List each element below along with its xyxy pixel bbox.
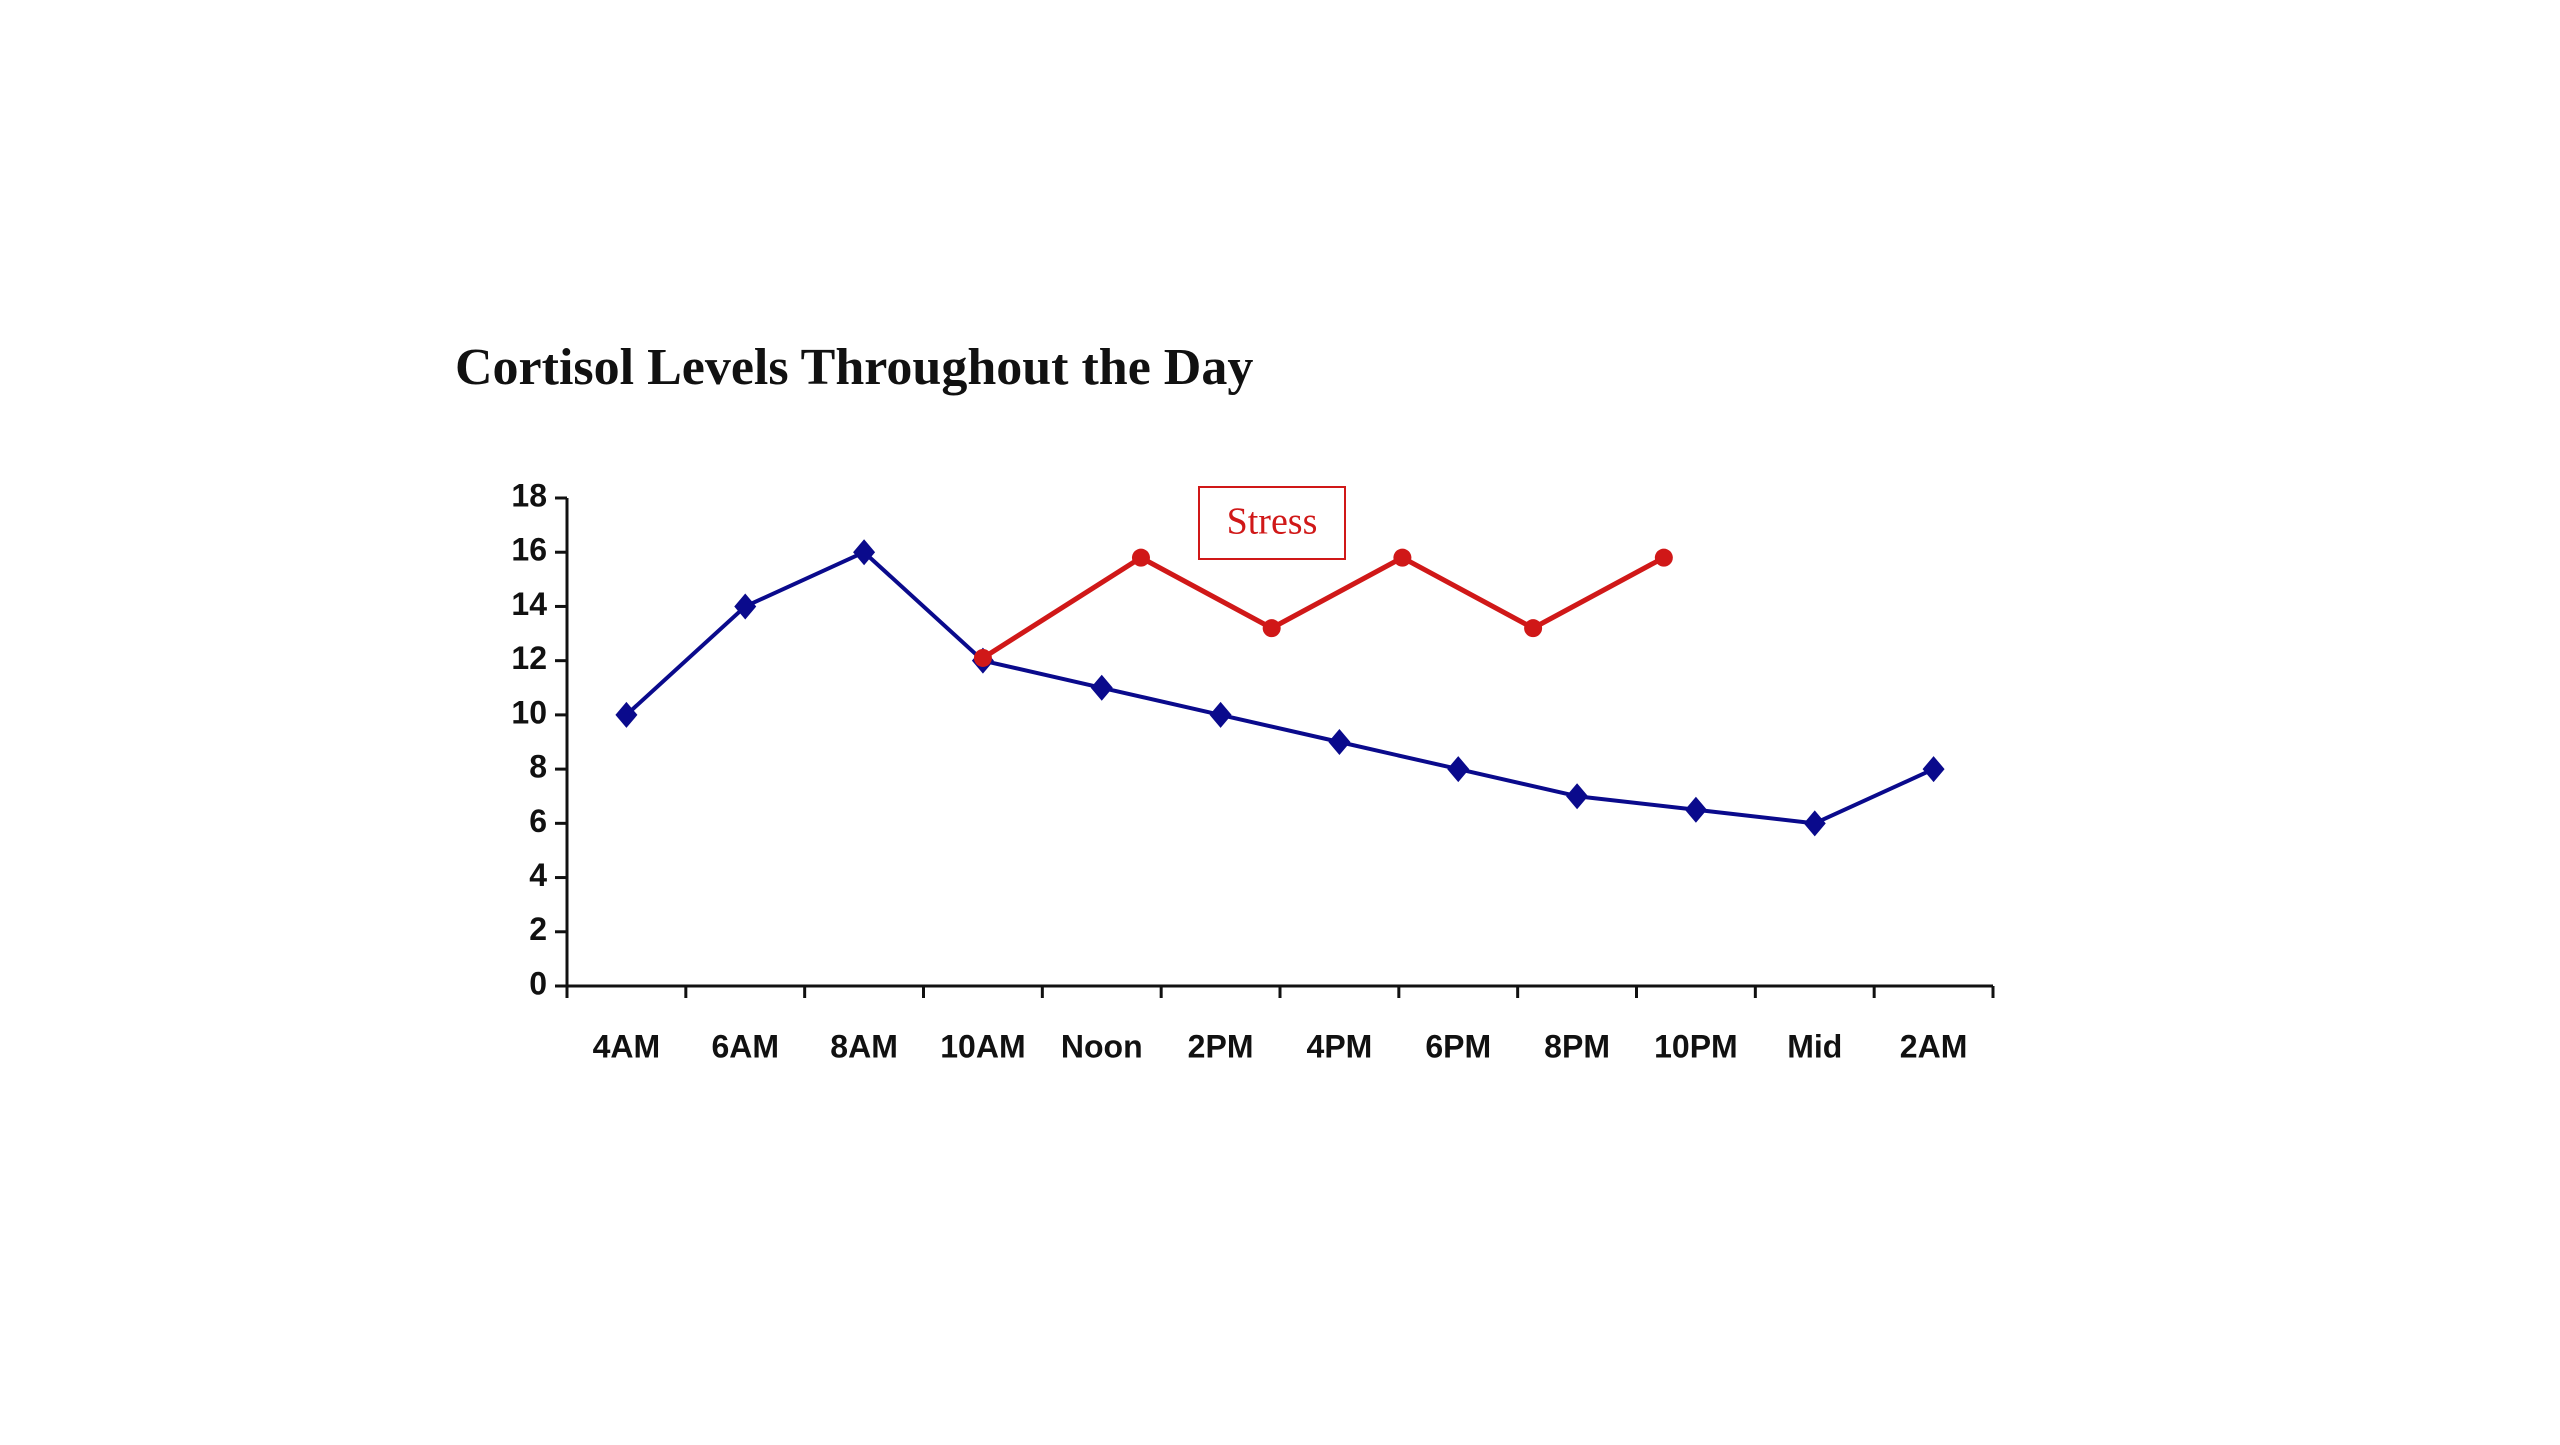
series-line [981, 555, 1666, 661]
point [1447, 756, 1470, 783]
chart-title: Cortisol Levels Throughout the Day [455, 339, 1253, 396]
point [1090, 674, 1113, 701]
point [1566, 783, 1589, 810]
y-tick-label: 4 [529, 857, 547, 893]
y-tick-label: 8 [529, 749, 547, 785]
x-tick-label: Mid [1787, 1028, 1842, 1064]
x-tick-label: 4AM [593, 1028, 661, 1064]
y-tick-label: 0 [529, 965, 547, 1001]
x-tick-label: 2AM [1900, 1028, 1968, 1064]
x-tick-label: 4PM [1307, 1028, 1373, 1064]
y-tick-label: 16 [511, 532, 547, 568]
series-label-box [1198, 486, 1346, 560]
y-tick-label: 10 [511, 694, 547, 730]
y-tick-label: 14 [511, 586, 547, 622]
point [615, 701, 638, 728]
point [1524, 619, 1543, 638]
point [1684, 796, 1707, 823]
y-tick-label: 12 [511, 640, 547, 676]
point [973, 648, 992, 667]
x-tick-label: 10AM [940, 1028, 1025, 1064]
point [1803, 810, 1826, 837]
x-tick-label: 8AM [830, 1028, 898, 1064]
x-tick-label: 10PM [1654, 1028, 1738, 1064]
y-tick-label: 6 [529, 803, 547, 839]
y-tick-label: 2 [529, 911, 547, 947]
point [1131, 548, 1150, 567]
point [1209, 701, 1232, 728]
x-tick-label: 8PM [1544, 1028, 1610, 1064]
point [1393, 548, 1412, 567]
point [1262, 619, 1281, 638]
point [1922, 756, 1945, 783]
point [1328, 729, 1351, 755]
x-tick-label: Noon [1061, 1028, 1143, 1064]
series-label: Stress [1227, 501, 1318, 543]
point [1654, 548, 1673, 567]
y-tick-label: 18 [511, 477, 547, 513]
series-line [625, 550, 1935, 826]
x-tick-label: 6AM [711, 1028, 779, 1064]
point [734, 593, 757, 620]
point [853, 539, 876, 566]
x-tick-label: 6PM [1425, 1028, 1491, 1064]
x-tick-label: 2PM [1188, 1028, 1254, 1064]
